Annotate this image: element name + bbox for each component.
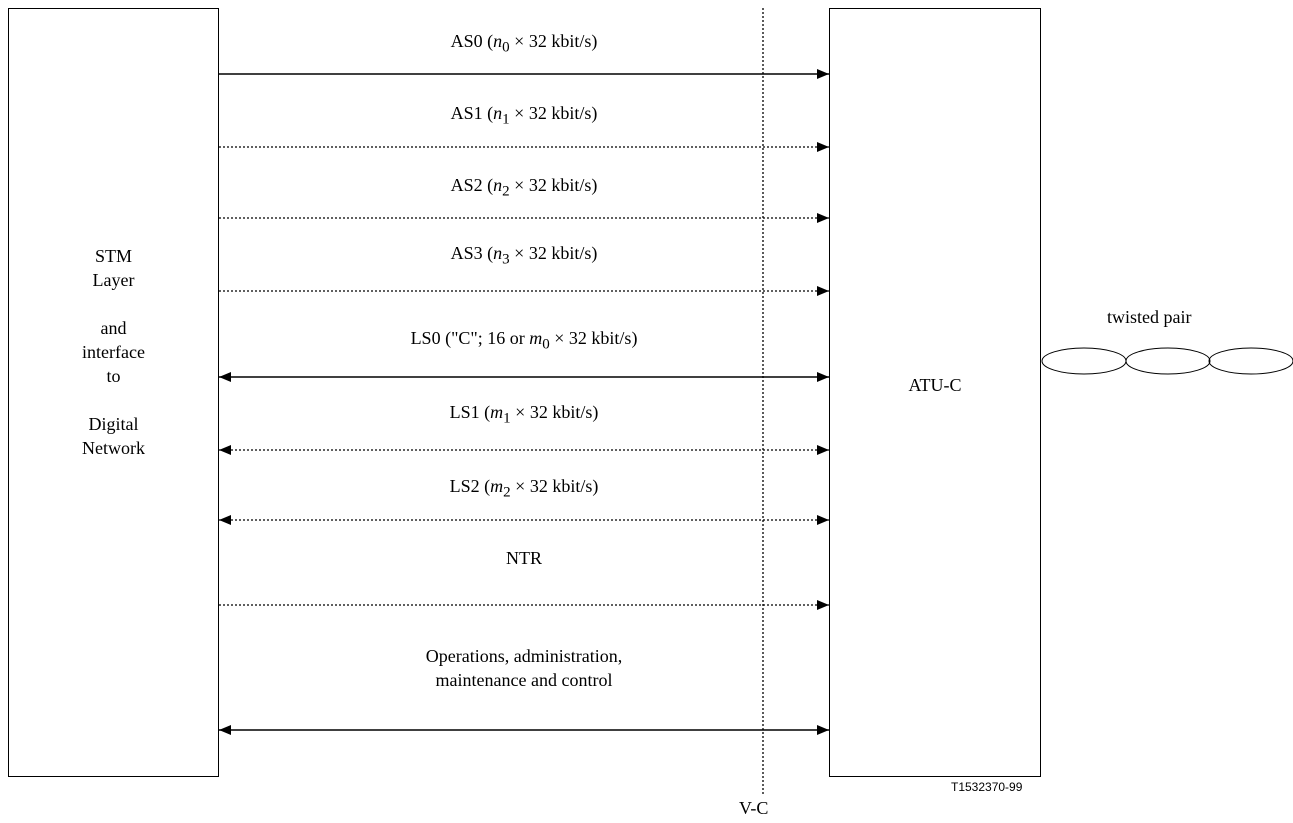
ls2-name: LS2 [450, 476, 480, 496]
channel-label-as2: AS2 (n2 × 32 kbit/s) [219, 173, 829, 204]
ntr-name: NTR [506, 548, 542, 568]
as3-symbol: n [493, 243, 502, 263]
as3-sub: 3 [502, 252, 510, 268]
v-c-label: V-C [739, 798, 768, 819]
channel-label-ls2: LS2 (m2 × 32 kbit/s) [219, 474, 829, 505]
channel-label-ls0: LS0 ("C"; 16 or m0 × 32 kbit/s) [219, 326, 829, 357]
ls1-suffix: × 32 kbit/s) [511, 402, 599, 422]
as0-name: AS0 [451, 31, 483, 51]
as0-symbol: n [493, 31, 502, 51]
twisted-pair-icon [1042, 348, 1293, 374]
ls0-suffix: × 32 kbit/s) [550, 328, 638, 348]
ls1-symbol: m [490, 402, 503, 422]
channel-label-as1: AS1 (n1 × 32 kbit/s) [219, 101, 829, 132]
as1-sub: 1 [502, 112, 510, 128]
as1-name: AS1 [451, 103, 483, 123]
twisted-pair-label: twisted pair [1107, 307, 1191, 328]
ls1-name: LS1 [450, 402, 480, 422]
oamc-line-1: maintenance and control [219, 668, 829, 692]
ls0-name: LS0 [411, 328, 441, 348]
channel-label-ntr: NTR [219, 546, 829, 570]
as2-suffix: × 32 kbit/s) [510, 175, 598, 195]
ls2-suffix: × 32 kbit/s) [511, 476, 599, 496]
ls2-sub: 2 [503, 485, 511, 501]
ls0-symbol: m [529, 328, 542, 348]
as3-suffix: × 32 kbit/s) [510, 243, 598, 263]
as2-symbol: n [493, 175, 502, 195]
ls2-symbol: m [490, 476, 503, 496]
as1-suffix: × 32 kbit/s) [510, 103, 598, 123]
channel-label-ls1: LS1 (m1 × 32 kbit/s) [219, 400, 829, 431]
as2-name: AS2 [451, 175, 483, 195]
ls0-extra: "C"; 16 or [451, 328, 529, 348]
channel-label-as0: AS0 (n0 × 32 kbit/s) [219, 29, 829, 60]
oamc-line-0: Operations, administration, [219, 644, 829, 668]
channel-label-oamc: Operations, administration, maintenance … [219, 644, 829, 692]
ls0-sub: 0 [542, 337, 550, 353]
as0-sub: 0 [502, 40, 510, 56]
as1-symbol: n [493, 103, 502, 123]
as2-sub: 2 [502, 184, 510, 200]
as0-suffix: × 32 kbit/s) [510, 31, 598, 51]
figure-id: T1532370-99 [951, 780, 1022, 794]
channel-label-as3: AS3 (n3 × 32 kbit/s) [219, 241, 829, 272]
as3-name: AS3 [451, 243, 483, 263]
ls1-sub: 1 [503, 411, 511, 427]
